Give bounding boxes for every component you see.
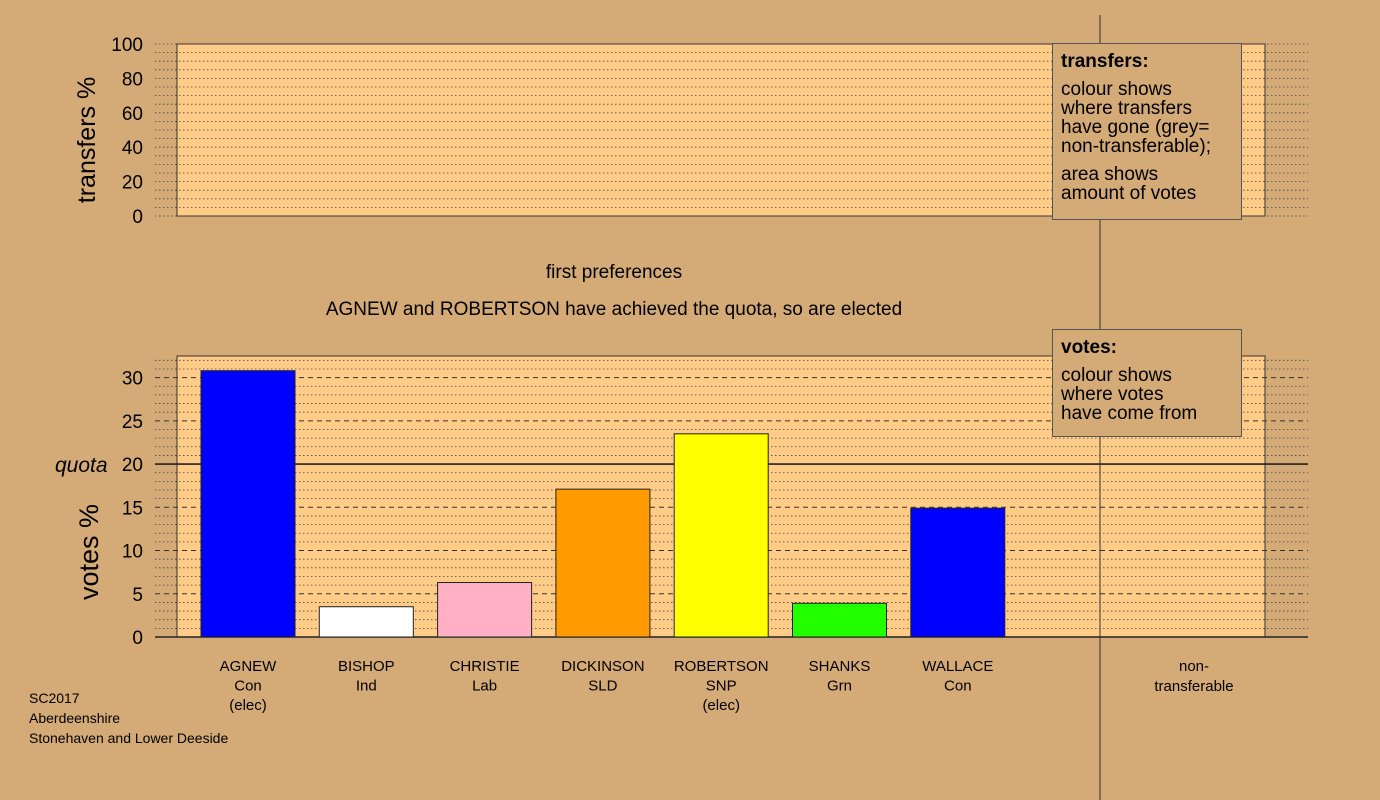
candidate-label: Con (234, 678, 262, 695)
quota-label: quota (55, 454, 108, 477)
vote-bar (673, 433, 769, 638)
candidate-label: (elec) (229, 697, 267, 714)
votes-axis-label: votes % (74, 504, 104, 600)
election-code: SC2017 (29, 690, 80, 706)
votes-legend-line: have come from (1061, 403, 1198, 424)
transfers-tick-label: 20 (122, 173, 143, 194)
candidate-label: Grn (827, 678, 852, 695)
transfers-tick-label: 0 (132, 207, 143, 228)
vote-bar (792, 602, 887, 638)
candidate-label: DICKINSON (561, 658, 644, 675)
candidate-label: ROBERTSON (674, 658, 769, 675)
transfers-legend-line: have gone (grey= (1061, 117, 1210, 138)
candidate-label: Ind (356, 678, 377, 695)
votes-tick-label: 20 (122, 455, 143, 476)
transfers-legend-line: colour shows (1061, 79, 1172, 100)
votes-legend-line: colour shows (1061, 365, 1172, 386)
candidate-label: (elec) (702, 697, 740, 714)
category-labels: AGNEW Con (elec) BISHOP Ind CHRISTIE Lab DICKIN… (220, 658, 1234, 714)
candidate-label: WALLACE (922, 658, 993, 675)
votes-tick-label: 30 (122, 369, 143, 390)
transfers-tick-label: 40 (122, 138, 143, 159)
council-name: Aberdeenshire (29, 710, 121, 726)
votes-tick-label: 25 (122, 412, 143, 433)
candidate-label: AGNEW (220, 658, 278, 675)
transfers-legend-line: amount of votes (1061, 183, 1197, 204)
transfers-tick-label: 60 (122, 104, 143, 125)
transfers-legend-line: area shows (1061, 164, 1159, 185)
votes-tick-label: 15 (122, 498, 143, 519)
transfers-legend-line: non-transferable); (1061, 136, 1211, 157)
votes-legend-line: where votes (1061, 384, 1164, 405)
transfers-tick-label: 100 (111, 35, 143, 56)
vote-bar (318, 606, 414, 638)
candidate-label: SNP (706, 678, 737, 695)
candidate-label: Con (944, 678, 972, 695)
candidate-label: SLD (588, 678, 617, 695)
vote-bar (910, 507, 1006, 638)
ward-name: Stonehaven and Lower Deeside (29, 730, 229, 746)
transfers-legend: transfers: colour shows where transfers … (1052, 43, 1242, 220)
votes-tick-label: 5 (132, 585, 143, 606)
votes-legend-title: votes: (1061, 337, 1117, 358)
votes-tick-label: 0 (132, 628, 143, 649)
candidate-label: SHANKS (809, 658, 871, 675)
vote-bar (437, 582, 533, 638)
transfers-tick-label: 80 (122, 69, 143, 90)
transfers-legend-line: where transfers (1061, 98, 1192, 119)
nontransferable-label: non- (1179, 658, 1209, 675)
votes-tick-label: 10 (122, 542, 143, 563)
candidate-label: CHRISTIE (450, 658, 520, 675)
transfers-legend-title: transfers: (1061, 51, 1149, 72)
vote-bar (200, 370, 296, 638)
candidate-label: BISHOP (338, 658, 395, 675)
status-message: AGNEW and ROBERTSON have achieved the qu… (326, 299, 902, 320)
votes-legend: votes: colour shows where votes have com… (1052, 329, 1242, 437)
nontransferable-label: transferable (1154, 678, 1233, 695)
vote-bar (555, 488, 651, 638)
stage-heading: first preferences (546, 262, 682, 283)
candidate-label: Lab (472, 678, 497, 695)
transfers-axis-label: transfers % (73, 77, 101, 203)
footer-info: SC2017 Aberdeenshire Stonehaven and Lowe… (29, 688, 228, 748)
